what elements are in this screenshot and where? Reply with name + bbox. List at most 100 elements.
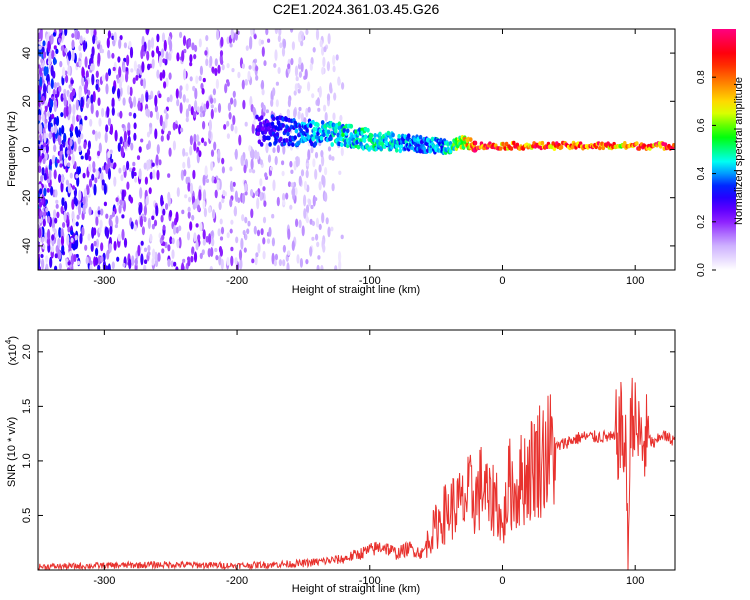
- spectrogram-noise-cell: [256, 197, 260, 210]
- snr-xtick-label: 100: [626, 575, 644, 587]
- spectrogram-ridge-cell: [308, 123, 313, 129]
- spectrogram-noise-cell: [230, 29, 234, 40]
- spectrogram-noise-cell: [80, 96, 84, 108]
- spectrogram-noise-cell: [40, 254, 44, 258]
- spectrogram-noise-cell: [180, 169, 184, 181]
- spectrogram-ridge-cell: [297, 140, 301, 146]
- spectrogram-noise-cell: [59, 60, 63, 68]
- spectrogram-noise-cell: [252, 107, 256, 116]
- spectrogram-ridge-cell: [349, 123, 354, 129]
- spectrogram-noise-cell: [42, 40, 46, 47]
- spectrogram-ridge-cell: [285, 138, 289, 143]
- snr-background: [38, 330, 675, 570]
- spectrogram-noise-cell: [335, 54, 339, 61]
- spectrogram-noise-cell: [291, 41, 295, 51]
- spectrogram-noise-cell: [122, 64, 126, 73]
- spectrogram-noise-cell: [233, 207, 237, 217]
- spectrogram-noise-cell: [238, 134, 242, 146]
- spectrogram-noise-cell: [192, 169, 196, 180]
- spectrogram-noise-cell: [117, 142, 121, 152]
- spectrogram-noise-cell: [270, 98, 274, 107]
- spectrogram-noise-cell: [70, 79, 74, 85]
- colorbar-tick-label: 0.0: [696, 263, 707, 277]
- spectrogram-noise-cell: [58, 135, 62, 146]
- spectrogram-noise-cell: [176, 98, 180, 107]
- spectrogram-noise-cell: [260, 228, 264, 236]
- spectrogram-noise-cell: [205, 35, 209, 42]
- spectrogram-noise-cell: [287, 250, 291, 256]
- spectrogram-noise-cell: [259, 192, 263, 201]
- spectrogram-noise-cell: [142, 78, 146, 89]
- spectrogram-noise-cell: [119, 86, 123, 97]
- spectrogram-noise-cell: [262, 216, 267, 224]
- spectrogram-noise-cell: [187, 38, 192, 48]
- spectrogram-noise-cell: [149, 233, 153, 242]
- spectrogram-noise-cell: [190, 255, 194, 263]
- spectrogram-ridge-cell: [337, 121, 342, 127]
- spectrogram-noise-cell: [255, 65, 259, 72]
- spectrogram-ridge-cell: [448, 148, 453, 154]
- spectrogram-noise-cell: [199, 252, 203, 260]
- spectrogram-noise-cell: [289, 160, 293, 168]
- spectrogram-noise-cell: [54, 265, 58, 270]
- spectrogram-noise-cell: [173, 261, 177, 267]
- spectrogram-noise-cell: [107, 117, 112, 126]
- spectrogram-noise-cell: [185, 117, 189, 123]
- spectrogram-noise-cell: [200, 82, 204, 90]
- spectrogram-noise-cell: [210, 247, 214, 257]
- spectrogram-noise-cell: [244, 121, 248, 127]
- spectrogram-noise-cell: [55, 115, 60, 127]
- spectrogram-noise-cell: [221, 157, 225, 165]
- spectrogram-noise-cell: [210, 161, 214, 171]
- spectrogram-noise-cell: [77, 129, 81, 138]
- spectrogram-noise-cell: [167, 244, 171, 252]
- snr-ytick-label: 0.5: [21, 508, 33, 523]
- spectrogram-noise-cell: [226, 232, 230, 239]
- spectrogram-noise-cell: [69, 172, 73, 179]
- spectrogram-noise-cell: [322, 244, 326, 253]
- spectrogram-noise-cell: [321, 66, 325, 75]
- spectrogram-noise-cell: [220, 59, 224, 65]
- spectrogram-noise-cell: [331, 183, 335, 192]
- spectrogram-noise-cell: [209, 265, 213, 270]
- spectrogram-background: [38, 29, 675, 270]
- spectrogram-noise-cell: [40, 58, 44, 64]
- spectrogram-ridge-cell: [623, 141, 627, 146]
- spectrogram-noise-cell: [50, 245, 55, 253]
- spectrogram-noise-cell: [64, 47, 68, 53]
- spectrogram-noise-cell: [149, 171, 153, 180]
- snr-multiplier-close: ): [7, 336, 19, 340]
- spectrogram-noise-cell: [184, 194, 188, 199]
- spectrogram-noise-cell: [220, 258, 224, 270]
- spectrogram-noise-cell: [274, 49, 278, 61]
- spectrogram-ridge-cell: [473, 140, 478, 146]
- spectrogram-noise-cell: [156, 111, 160, 121]
- spectrogram-noise-cell: [260, 79, 265, 91]
- spectrogram-noise-cell: [75, 221, 79, 227]
- spectrogram-noise-cell: [210, 149, 215, 157]
- snr-panel: -300 -200 -100 0 100 0.5 1.0 1.5 2.0 Height of s…: [4, 329, 676, 595]
- spectrogram-noise-cell: [53, 169, 57, 180]
- spectrogram-noise-cell: [304, 68, 308, 80]
- spectrogram-noise-cell: [47, 120, 52, 132]
- spectrogram-noise-cell: [278, 29, 282, 36]
- spectrogram-noise-cell: [237, 71, 241, 79]
- spectrogram-noise-cell: [243, 247, 247, 253]
- spectrogram-noise-cell: [98, 117, 102, 127]
- spectrogram-noise-cell: [191, 42, 195, 51]
- spectrogram-noise-cell: [175, 88, 179, 99]
- spectrogram-noise-cell: [244, 216, 248, 224]
- spectrogram-noise-cell: [95, 216, 99, 227]
- spectrogram-noise-cell: [50, 64, 54, 77]
- spectrogram-noise-cell: [186, 231, 191, 241]
- spectrogram-noise-cell: [76, 214, 80, 220]
- spectrogram-noise-cell: [42, 157, 46, 165]
- spectrogram-noise-cell: [39, 76, 43, 87]
- spectrogram-noise-cell: [254, 255, 258, 266]
- spectrogram-noise-cell: [144, 176, 148, 185]
- spectrogram-noise-cell: [93, 227, 97, 236]
- spectrogram-noise-cell: [53, 82, 58, 89]
- spectrogram-noise-cell: [311, 93, 315, 99]
- spectrogram-noise-cell: [97, 264, 101, 270]
